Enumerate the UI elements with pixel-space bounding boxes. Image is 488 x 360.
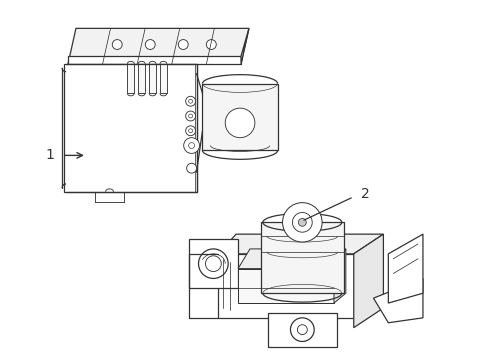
Polygon shape bbox=[68, 28, 248, 64]
Polygon shape bbox=[188, 239, 238, 288]
Polygon shape bbox=[333, 249, 345, 303]
Circle shape bbox=[188, 143, 194, 148]
Circle shape bbox=[112, 40, 122, 49]
Circle shape bbox=[282, 203, 322, 242]
Text: 1: 1 bbox=[45, 148, 54, 162]
Polygon shape bbox=[238, 249, 345, 269]
Polygon shape bbox=[138, 64, 145, 93]
Circle shape bbox=[188, 114, 192, 118]
Circle shape bbox=[298, 219, 305, 226]
Polygon shape bbox=[202, 84, 277, 150]
Circle shape bbox=[198, 249, 228, 278]
Polygon shape bbox=[238, 269, 333, 303]
Circle shape bbox=[185, 126, 195, 136]
Polygon shape bbox=[64, 64, 196, 192]
Polygon shape bbox=[353, 234, 383, 328]
Polygon shape bbox=[241, 28, 248, 64]
Polygon shape bbox=[160, 64, 166, 93]
Circle shape bbox=[185, 96, 195, 106]
Circle shape bbox=[290, 318, 314, 342]
Polygon shape bbox=[373, 278, 422, 323]
Circle shape bbox=[178, 40, 188, 49]
Circle shape bbox=[188, 129, 192, 133]
Circle shape bbox=[185, 111, 195, 121]
Circle shape bbox=[206, 40, 216, 49]
Polygon shape bbox=[127, 64, 134, 93]
Polygon shape bbox=[68, 56, 241, 64]
Polygon shape bbox=[260, 222, 343, 293]
Polygon shape bbox=[218, 234, 383, 254]
Circle shape bbox=[186, 163, 196, 173]
Circle shape bbox=[145, 40, 155, 49]
Polygon shape bbox=[267, 313, 336, 347]
Circle shape bbox=[225, 108, 254, 138]
Polygon shape bbox=[149, 64, 156, 93]
Circle shape bbox=[292, 212, 311, 232]
Circle shape bbox=[183, 138, 199, 153]
Circle shape bbox=[297, 325, 306, 334]
Circle shape bbox=[188, 99, 192, 103]
Circle shape bbox=[205, 256, 221, 271]
Polygon shape bbox=[387, 234, 422, 303]
Text: 2: 2 bbox=[360, 187, 368, 201]
Polygon shape bbox=[218, 254, 353, 318]
